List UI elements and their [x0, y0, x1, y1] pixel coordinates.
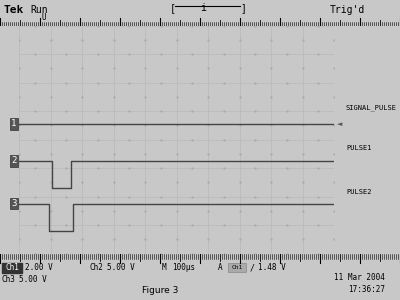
- Text: Run: Run: [30, 5, 48, 15]
- Text: 1: 1: [11, 119, 16, 128]
- Text: Trig'd: Trig'd: [330, 5, 365, 15]
- Text: 100μs: 100μs: [172, 263, 195, 272]
- Text: PULSE2: PULSE2: [346, 189, 371, 195]
- Text: Ch3: Ch3: [2, 275, 16, 284]
- Text: 2: 2: [11, 156, 16, 165]
- Text: Ch1: Ch1: [5, 263, 19, 272]
- Text: 1.48 V: 1.48 V: [258, 263, 286, 272]
- Bar: [2, 262, 22, 273]
- Text: /: /: [250, 263, 255, 272]
- Text: 5.00 V: 5.00 V: [19, 275, 47, 284]
- Text: SIGNAL_PULSE: SIGNAL_PULSE: [346, 105, 397, 112]
- Text: ◄: ◄: [337, 121, 343, 127]
- Text: 5.00 V: 5.00 V: [107, 263, 135, 272]
- Text: M: M: [162, 263, 167, 272]
- Text: A: A: [218, 263, 223, 272]
- Text: Tek: Tek: [3, 5, 23, 15]
- Text: ]: ]: [240, 3, 246, 13]
- Text: 2.00 V: 2.00 V: [25, 263, 53, 272]
- Text: Figure 3: Figure 3: [142, 286, 178, 296]
- Text: [: [: [170, 3, 176, 13]
- Text: 11 Mar 2004: 11 Mar 2004: [334, 273, 385, 282]
- Bar: [228, 262, 246, 272]
- Text: U: U: [42, 13, 47, 22]
- Text: 3: 3: [11, 199, 16, 208]
- Text: i: i: [200, 3, 206, 13]
- Text: Ch1: Ch1: [231, 265, 243, 270]
- Text: Ch2: Ch2: [90, 263, 104, 272]
- Text: 17:36:27: 17:36:27: [348, 285, 385, 294]
- Text: PULSE1: PULSE1: [346, 145, 371, 151]
